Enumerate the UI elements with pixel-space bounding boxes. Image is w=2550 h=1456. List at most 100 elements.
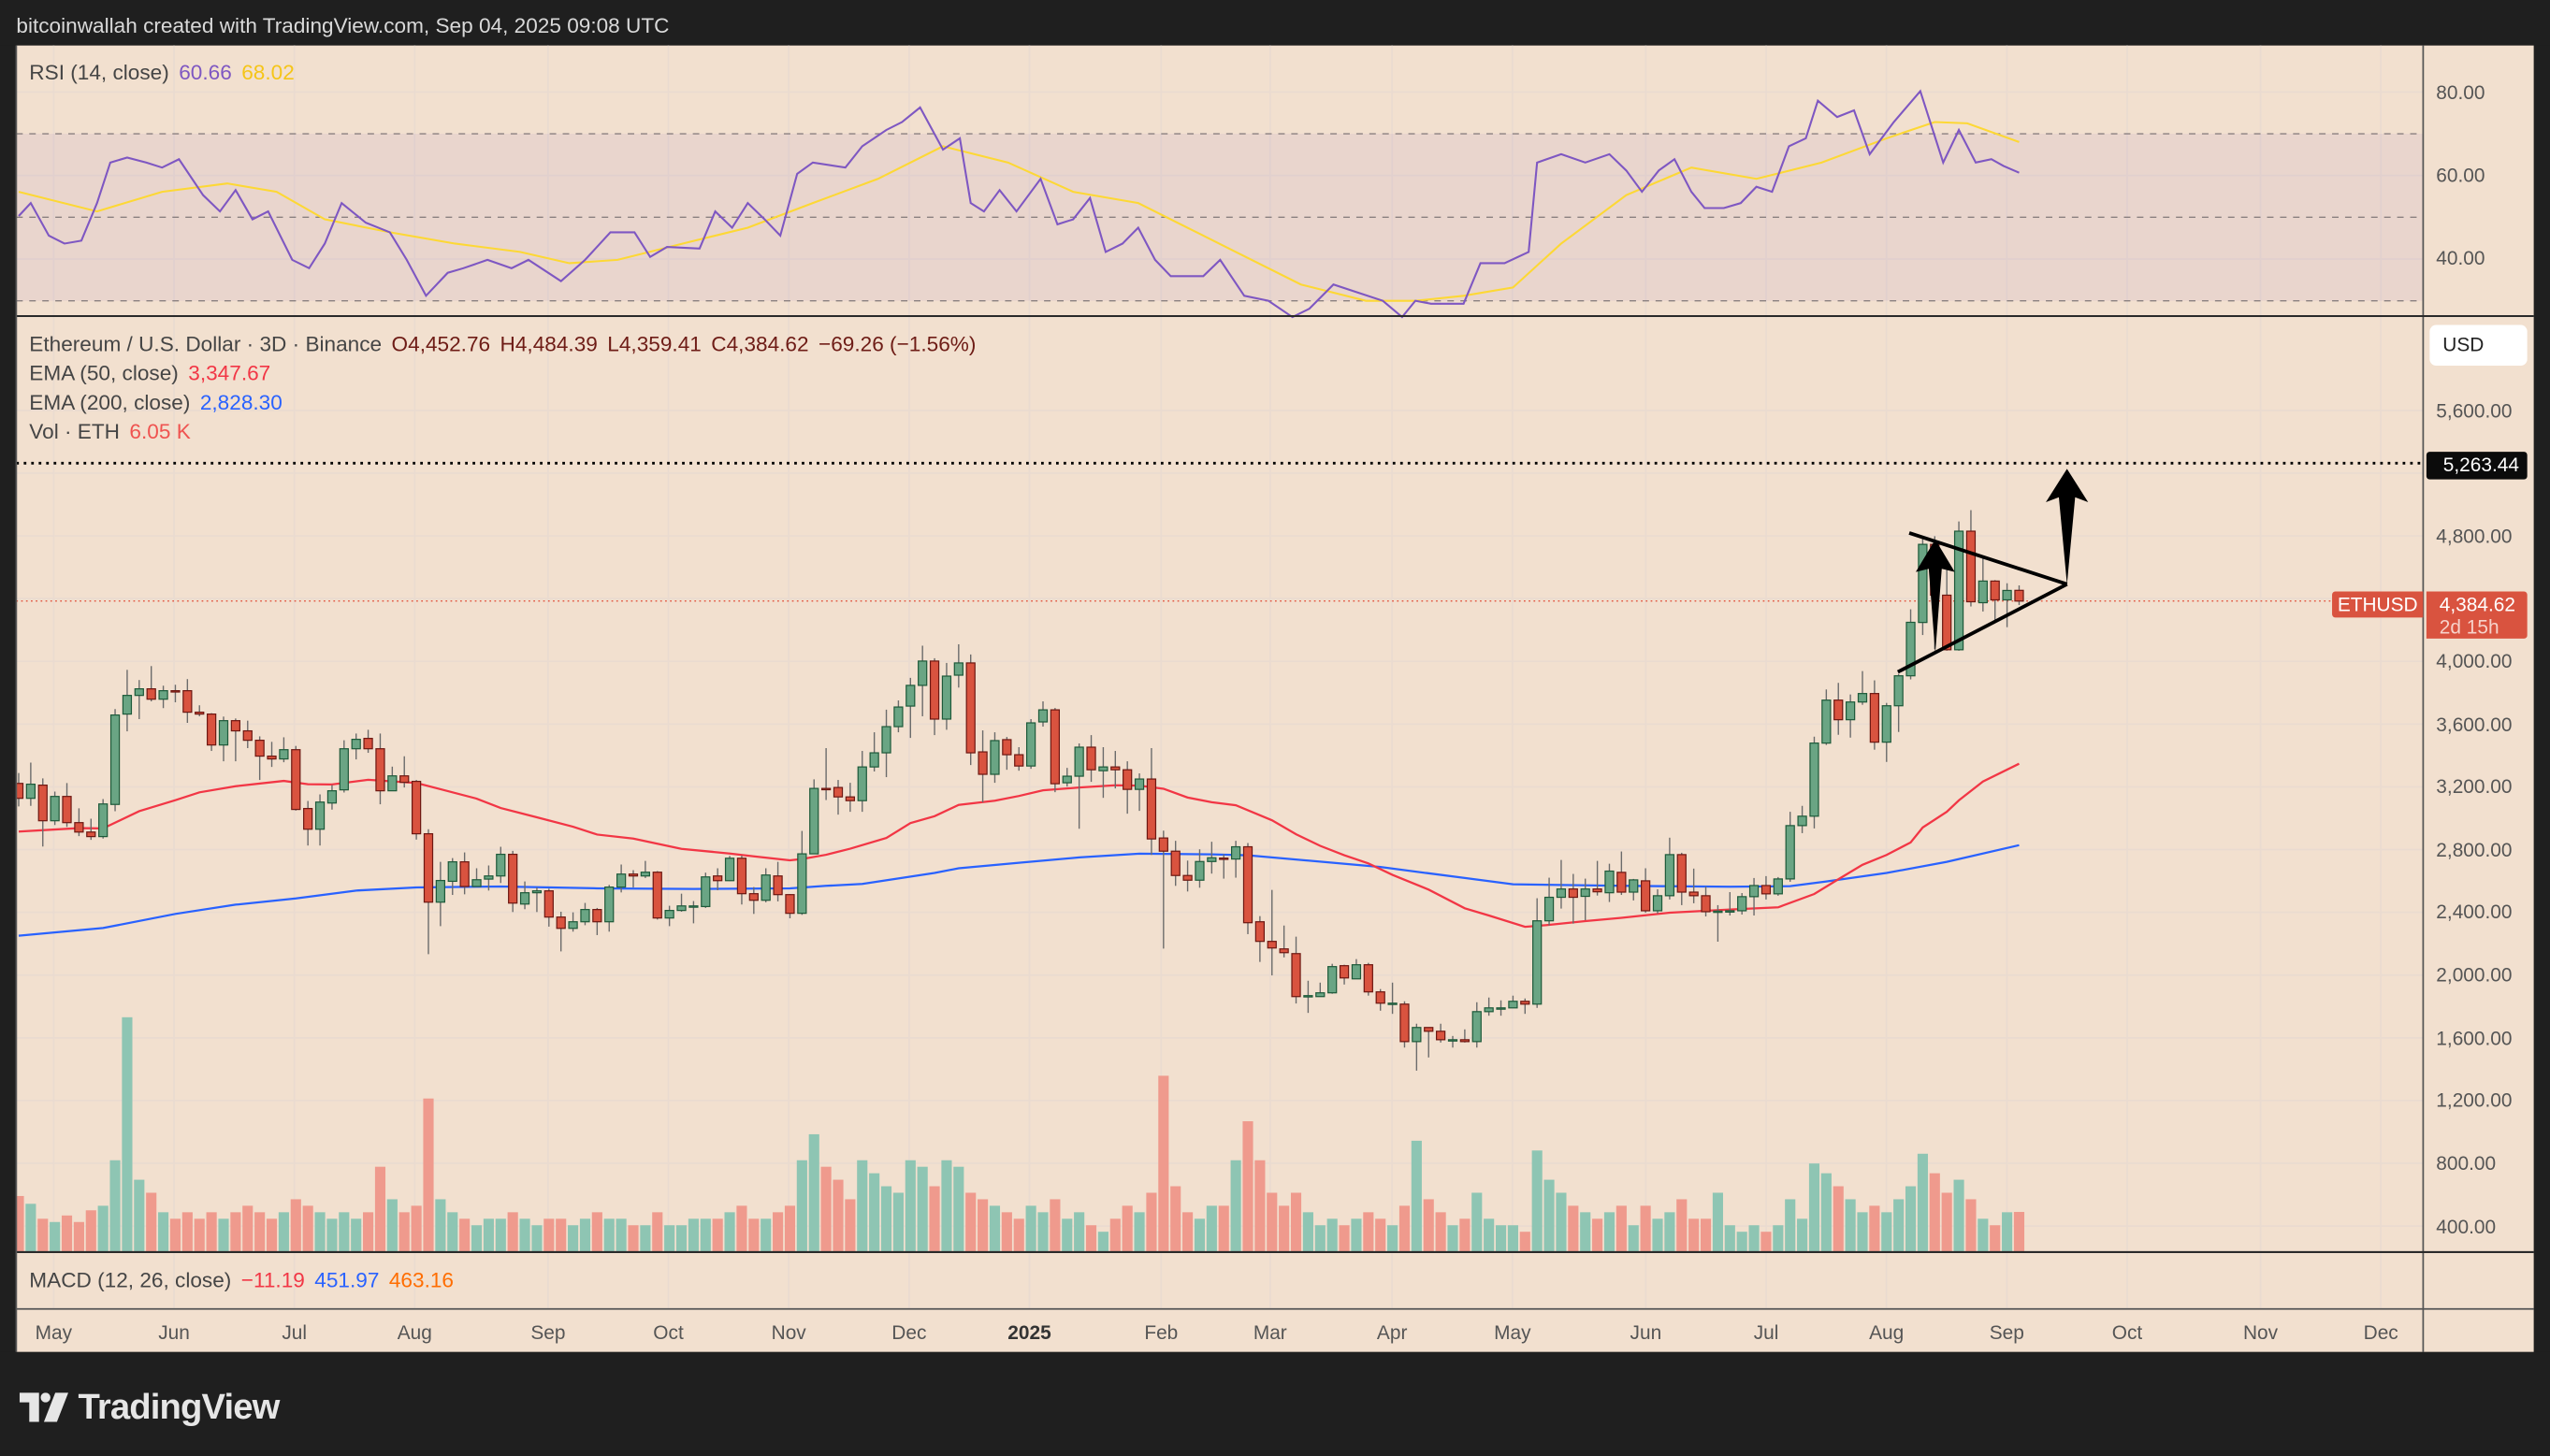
- volume-bar: [1230, 1160, 1241, 1252]
- volume-bar: [845, 1199, 856, 1252]
- candle: [267, 742, 277, 768]
- candle: [736, 855, 747, 905]
- candle-body: [1351, 964, 1362, 980]
- candle-body: [906, 685, 916, 707]
- candle-body: [604, 887, 615, 923]
- candle-body: [713, 875, 723, 882]
- volume-bar: [1025, 1205, 1036, 1252]
- currency-button[interactable]: USD: [2429, 324, 2528, 366]
- candle-body: [1002, 739, 1012, 756]
- candle: [1375, 988, 1385, 1011]
- candle-body: [1050, 709, 1061, 785]
- candle: [1652, 888, 1663, 914]
- macd-value: 451.97: [314, 1267, 380, 1292]
- candle: [1664, 837, 1675, 900]
- candle: [1158, 830, 1168, 949]
- candle: [496, 846, 506, 884]
- candle: [1701, 886, 1711, 917]
- candle-body: [616, 873, 627, 888]
- candle: [1037, 701, 1049, 728]
- candle-body: [1688, 891, 1699, 897]
- candle-body: [1182, 874, 1193, 881]
- candle-body: [508, 853, 518, 904]
- candle-body: [1496, 1007, 1506, 1010]
- time-axis-label: Jul: [1753, 1320, 1779, 1345]
- candle: [2014, 584, 2024, 605]
- candle-body: [1424, 1027, 1434, 1032]
- volume-bar: [1893, 1199, 1905, 1252]
- time-axis-label: May: [1494, 1320, 1531, 1345]
- candle: [303, 800, 313, 846]
- volume-bar: [1640, 1205, 1651, 1252]
- candle-body: [1556, 888, 1567, 899]
- candle: [1170, 841, 1181, 887]
- candle-body: [941, 675, 952, 720]
- candle: [1520, 998, 1530, 1015]
- candle: [1242, 843, 1253, 934]
- candle: [16, 772, 24, 807]
- ema50-label[interactable]: EMA (50, close): [29, 360, 179, 385]
- candle: [2002, 583, 2012, 627]
- candle: [785, 894, 795, 919]
- candle: [724, 856, 735, 882]
- ema200-label[interactable]: EMA (200, close): [29, 390, 191, 415]
- candle-body: [1845, 701, 1856, 721]
- volume-bar: [122, 1016, 133, 1252]
- volume-bar: [386, 1199, 398, 1252]
- candle-body: [291, 749, 301, 811]
- drawings[interactable]: [1896, 469, 2089, 674]
- volume-bar: [1953, 1179, 1964, 1252]
- candle-body: [1123, 769, 1133, 790]
- volume-bar: [169, 1218, 181, 1252]
- candle: [109, 709, 121, 812]
- candle-body: [387, 775, 398, 792]
- candle: [50, 791, 60, 826]
- volume-bar: [1074, 1212, 1085, 1252]
- candle: [314, 794, 326, 846]
- volume-bar: [965, 1192, 977, 1252]
- volume-bar: [1905, 1186, 1917, 1252]
- candle-body: [1303, 995, 1313, 998]
- volume-bar: [1495, 1225, 1507, 1252]
- volume-bar: [1194, 1218, 1206, 1252]
- volume-bar: [953, 1166, 964, 1252]
- volume-bar: [1411, 1140, 1422, 1252]
- candle: [1412, 1023, 1422, 1071]
- rsi-line: [18, 89, 2020, 319]
- volume-bar: [1712, 1192, 1723, 1252]
- volume-bar: [1062, 1218, 1073, 1252]
- candle: [893, 700, 904, 733]
- candle: [1098, 747, 1108, 799]
- time-axis-label: Dec: [891, 1320, 927, 1345]
- price-axis-label: 2,800.00: [2436, 838, 2513, 861]
- rsi-axis-label: 40.00: [2436, 247, 2485, 271]
- volume-bar: [266, 1218, 278, 1252]
- volume-bar: [483, 1218, 494, 1252]
- volume-bar: [254, 1212, 266, 1252]
- macd-label[interactable]: MACD (12, 26, close): [29, 1267, 232, 1292]
- candle-body: [1737, 896, 1747, 912]
- footer-bar: [0, 1351, 2550, 1456]
- volume-bar: [1351, 1218, 1362, 1252]
- candle-body: [1339, 965, 1350, 979]
- ema50-legend: EMA (50, close) 3,347.67: [29, 361, 280, 385]
- price-axis-label: 1,200.00: [2436, 1088, 2513, 1113]
- volume-bar: [302, 1205, 313, 1252]
- volume-bar: [1869, 1205, 1880, 1252]
- volume-bar: [833, 1179, 844, 1252]
- candle-body: [1170, 850, 1181, 876]
- tradingview-logo[interactable]: TradingView: [19, 1386, 280, 1428]
- candle-body: [1604, 870, 1615, 894]
- volume-bar: [1302, 1212, 1313, 1252]
- ohlc-close: C4,384.62: [711, 331, 809, 356]
- candle: [773, 861, 783, 901]
- volume-bar: [326, 1218, 338, 1252]
- candle-body: [1086, 746, 1096, 771]
- volume-bar: [712, 1218, 723, 1252]
- symbol-title[interactable]: Ethereum / U.S. Dollar · 3D · Binance: [29, 331, 383, 356]
- candle-body: [1399, 1003, 1410, 1043]
- candle-body: [326, 790, 338, 804]
- volume-label[interactable]: Vol · ETH: [29, 419, 120, 444]
- candle-body: [1459, 1039, 1471, 1043]
